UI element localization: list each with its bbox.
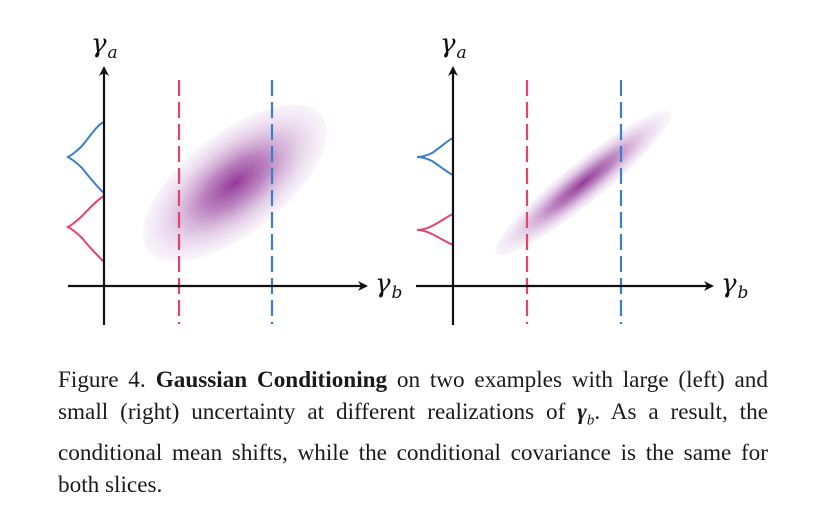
right-conditional-curve-blue bbox=[416, 137, 454, 176]
gaussian-conditioning-figure: γa γb γa γb bbox=[65, 29, 748, 325]
left-conditional-curve-pink bbox=[65, 195, 105, 263]
right-gaussian-blob bbox=[495, 110, 671, 256]
caption-title: Gaussian Conditioning bbox=[155, 367, 388, 393]
figure-caption: Figure 4. Gaussian Conditioning on two ex… bbox=[58, 364, 768, 501]
right-x-axis-label: γb bbox=[721, 269, 748, 303]
right-y-axis-label: γa bbox=[440, 29, 467, 63]
figure-label: Figure 4. bbox=[58, 367, 146, 393]
caption-text-part-1: on two examples with large (left) and sm… bbox=[58, 367, 768, 425]
left-gaussian-blob bbox=[143, 104, 327, 262]
left-y-axis-label: γa bbox=[91, 29, 118, 63]
right-conditional-curve-pink bbox=[416, 213, 454, 246]
left-panel: γa γb bbox=[65, 29, 402, 325]
left-conditional-curve-blue bbox=[65, 121, 105, 194]
caption-text-part-2: . As a result, the conditional mean shif… bbox=[58, 399, 768, 498]
left-x-axis-label: γb bbox=[375, 269, 402, 303]
caption-gamma-symbol: γb bbox=[577, 399, 595, 429]
right-panel: γa γb bbox=[416, 29, 748, 325]
